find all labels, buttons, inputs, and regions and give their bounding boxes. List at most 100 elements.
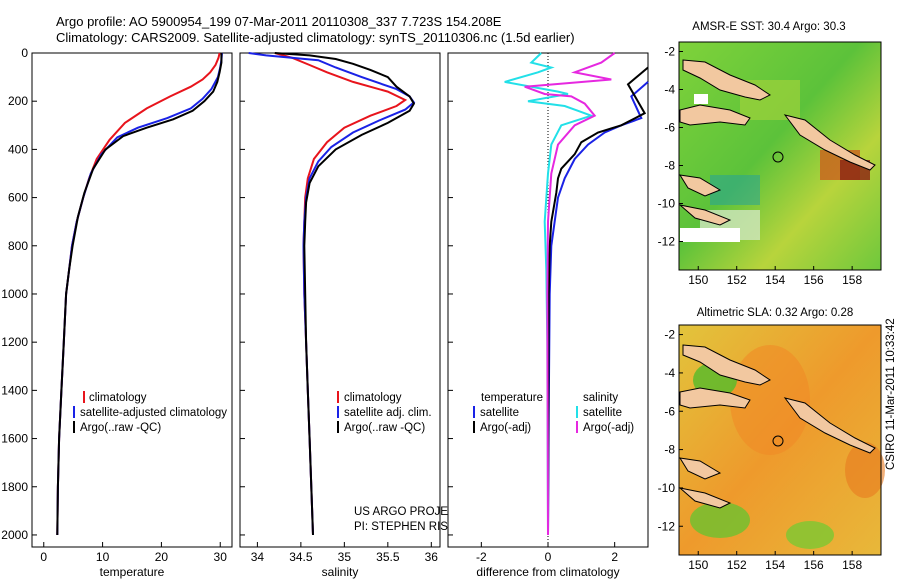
coast-islands — [679, 174, 722, 197]
legend-label-temp-satellite: satellite — [480, 407, 519, 419]
y-tick-label: 200 — [8, 94, 28, 108]
figure-title-line1: Argo profile: AO 5900954_199 07-Mar-2011… — [56, 14, 502, 29]
legend-key-sal-satellite — [576, 406, 578, 418]
map-y-tick-label: -10 — [658, 481, 676, 495]
legend-label-satellite-adjusted: satellite-adjusted climatology — [80, 407, 227, 419]
map-y-tick-label: -10 — [658, 197, 676, 211]
y-tick-label: 1800 — [1, 480, 28, 494]
y-tick-label: 1400 — [1, 383, 28, 397]
series-salinity-satellite — [504, 52, 595, 536]
map-y-tick-label: -6 — [664, 404, 675, 418]
x-tick-label: 0 — [40, 550, 47, 564]
difference-panel: -2 0 2 difference from climatology — [447, 52, 649, 579]
credit-line1: US ARGO PROJECT — [354, 506, 463, 518]
map-x-tick-label: 156 — [804, 558, 824, 572]
legend-key-satellite-adjusted — [337, 406, 339, 418]
sla-high-patch — [845, 442, 885, 498]
y-tick-label: 0 — [21, 46, 28, 60]
legend-key-argo — [73, 421, 75, 433]
map-y-tick-label: -8 — [664, 159, 675, 173]
temperature-axes-frame — [31, 52, 233, 548]
x-tick-label: 35.5 — [376, 550, 400, 564]
series-argo-raw-qc- — [56, 53, 223, 536]
legend-label-temp-argo: Argo(-adj) — [480, 422, 531, 434]
salinity-axes-frame — [239, 52, 441, 548]
coast-islands — [678, 487, 732, 509]
x-tick-label: 34.5 — [289, 550, 313, 564]
figure-title-line2: Climatology: CARS2009. Satellite-adjuste… — [56, 30, 575, 45]
timestamp-label: CSIRO 11-Mar-2011 10:33:42 — [885, 318, 897, 470]
y-tick-label: 600 — [8, 191, 28, 205]
temperature-legend: climatology satellite-adjusted climatolo… — [73, 391, 227, 434]
map-x-tick-label: 154 — [765, 558, 785, 572]
credit-line2: PI: STEPHEN RISER — [354, 521, 464, 533]
salinity-panel: 34 34.5 35 35.5 36 salinity US ARGO PROJECT … — [239, 52, 464, 579]
sla-map-panel: Altimetric SLA: 0.32 Argo: 0.28 150 152 15… — [658, 307, 885, 572]
map-x-tick-label: 158 — [842, 558, 862, 572]
x-tick-label: 2 — [611, 550, 618, 564]
map-x-tick-label: 152 — [727, 273, 747, 287]
legend-key-satellite-adjusted — [73, 406, 75, 418]
sst-map-title: AMSR-E SST: 30.4 Argo: 30.3 — [692, 21, 845, 33]
legend-label-sal-argo: Argo(-adj) — [583, 422, 634, 434]
sst-coastlines — [678, 59, 876, 226]
legend-key-sal-argo — [576, 421, 578, 433]
map-y-tick-label: -12 — [658, 235, 676, 249]
map-x-tick-label: 156 — [804, 273, 824, 287]
sst-missing-patch — [680, 228, 740, 242]
coast-islands — [678, 204, 732, 226]
y-tick-label: 1200 — [1, 335, 28, 349]
map-x-tick-label: 152 — [727, 558, 747, 572]
legend-label-climatology: climatology — [89, 392, 147, 404]
temperature-panel: 0 10 20 30 0 200 400 600 800 1000 1200 1400 1600 1800… — [1, 46, 233, 579]
x-tick-label: 35 — [338, 550, 352, 564]
legend-key-temp-argo — [473, 421, 475, 433]
x-tick-label: -2 — [476, 550, 487, 564]
coast-islands — [679, 457, 722, 480]
coast-new-guinea — [679, 104, 751, 126]
coast-new-britain — [682, 59, 771, 101]
legend-label-argo: Argo(..raw -QC) — [344, 422, 425, 434]
legend-label-climatology: climatology — [344, 392, 402, 404]
legend-title-salinity: salinity — [583, 392, 618, 404]
coast-new-britain — [682, 344, 771, 386]
map-y-tick-label: -4 — [664, 366, 675, 380]
y-tick-label: 1600 — [1, 432, 28, 446]
x-tick-label: 36 — [425, 550, 439, 564]
sla-coastlines — [678, 344, 876, 509]
sla-map-frame — [678, 324, 882, 556]
map-x-tick-label: 150 — [688, 273, 708, 287]
series-salinity-argo-adj- — [524, 52, 616, 536]
sla-low-patch — [786, 521, 834, 549]
series-temperature-argo-adj- — [547, 66, 649, 536]
map-x-tick-label: 158 — [842, 273, 862, 287]
map-x-tick-label: 154 — [765, 273, 785, 287]
legend-title-temperature: temperature — [481, 392, 543, 404]
legend-label-sal-satellite: satellite — [583, 407, 622, 419]
map-x-tick-label: 150 — [688, 558, 708, 572]
legend-label-satellite-adjusted: satellite adj. clim. — [344, 407, 432, 419]
difference-legend: temperature salinity satellite Argo(-adj… — [473, 392, 634, 434]
y-tick-label: 400 — [8, 142, 28, 156]
sst-map-panel: AMSR-E SST: 30.4 Argo: 30.3 150 152 154 156… — [658, 21, 882, 287]
y-tick-label: 800 — [8, 239, 28, 253]
y-tick-label: 1000 — [1, 287, 28, 301]
sla-low-patch — [690, 502, 750, 538]
legend-key-temp-satellite — [473, 406, 475, 418]
legend-key-climatology — [83, 391, 85, 403]
profile-location-marker — [772, 151, 784, 163]
legend-key-climatology — [337, 391, 339, 403]
profile-location-marker — [772, 435, 784, 447]
x-tick-label: 20 — [155, 550, 169, 564]
x-tick-label: 10 — [96, 550, 110, 564]
y-tick-label: 2000 — [1, 528, 28, 542]
sst-map-frame — [678, 41, 882, 271]
legend-key-argo — [337, 421, 339, 433]
salinity-xlabel: salinity — [322, 565, 359, 579]
coast-solomons — [783, 114, 876, 171]
x-tick-label: 30 — [214, 550, 228, 564]
map-y-tick-label: -6 — [664, 121, 675, 135]
temperature-xlabel: temperature — [100, 565, 165, 579]
map-y-tick-label: -2 — [664, 328, 675, 342]
